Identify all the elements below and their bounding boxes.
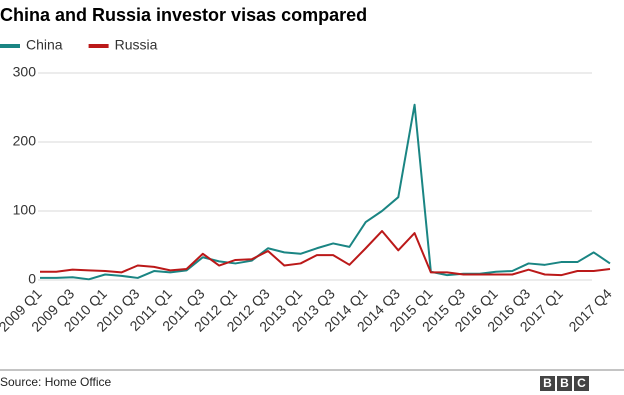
logo-letter: C [577, 376, 586, 390]
x-tick-label: 2017 Q4 [565, 285, 614, 334]
logo-letter: B [560, 376, 569, 390]
logo-box [540, 376, 555, 391]
logo-letter: B [543, 376, 552, 390]
series-line [40, 230, 611, 277]
y-tick-label: 300 [13, 64, 37, 80]
chart-title: China and Russia investor visas compared [0, 5, 367, 25]
legend-label: China [26, 37, 63, 53]
source: Source: Home Office [0, 375, 111, 389]
logo-box [557, 376, 572, 391]
y-tick-label: 100 [13, 202, 37, 218]
logo-box [574, 376, 589, 391]
y-tick-label: 0 [28, 271, 36, 287]
series-line [40, 103, 611, 281]
y-tick-label: 200 [13, 133, 37, 149]
legend-label: Russia [115, 37, 158, 53]
